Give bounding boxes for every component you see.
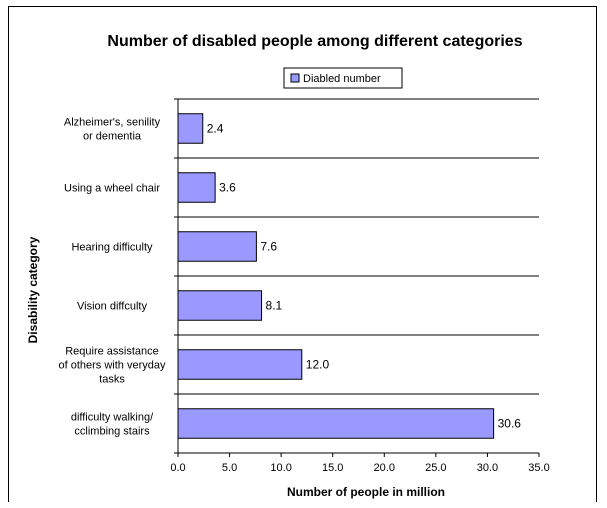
chart-title: Number of disabled people among differen… xyxy=(107,33,522,50)
x-tick-label: 0.0 xyxy=(170,462,185,474)
bar xyxy=(177,172,216,203)
x-tick-labels: 0.0 5.0 10.0 15.0 20.0 25.0 30.0 35.0 xyxy=(170,462,549,474)
bars: 2.4 3.6 7.6 8.1 12.0 30.6 xyxy=(177,113,522,439)
y-tick-label: Vision diffculty xyxy=(77,301,147,313)
x-tick-label: 15.0 xyxy=(322,462,343,474)
bar xyxy=(177,231,257,262)
bar-value-label: 2.4 xyxy=(207,122,224,136)
axes xyxy=(174,98,540,457)
category-labels: Alzheimer's, senility or dementia Using a … xyxy=(59,117,166,438)
gridlines xyxy=(178,98,539,395)
bar xyxy=(177,113,204,144)
legend-swatch xyxy=(290,73,300,83)
bar-chart: Number of disabled people among differen… xyxy=(26,33,550,499)
x-tick-label: 25.0 xyxy=(425,462,446,474)
bar xyxy=(177,349,303,380)
bar xyxy=(177,408,495,439)
x-tick-label: 35.0 xyxy=(528,462,549,474)
bar-value-label: 12.0 xyxy=(306,358,330,372)
x-tick-label: 30.0 xyxy=(477,462,498,474)
bar-value-label: 3.6 xyxy=(219,181,236,195)
bar xyxy=(177,290,263,321)
y-tick-label: Hearing difficulty xyxy=(71,242,153,254)
x-axis-title: Number of people in million xyxy=(287,485,445,499)
bar-value-label: 30.6 xyxy=(498,417,522,431)
legend-label: Diabled number xyxy=(303,73,381,85)
y-tick-label: difficulty walking/cclimbing stairs xyxy=(71,412,154,438)
y-axis-title: Disability category xyxy=(26,236,40,343)
y-tick-label: Require assistance of others with veryday… xyxy=(59,346,166,386)
bar-value-label: 8.1 xyxy=(266,299,283,313)
bar-value-label: 7.6 xyxy=(260,240,277,254)
x-tick-label: 10.0 xyxy=(270,462,291,474)
legend: Diabled number xyxy=(283,67,403,89)
legend-box xyxy=(283,67,403,89)
chart-frame: Number of disabled people among differen… xyxy=(8,6,597,502)
y-tick-label: Using a wheel chair xyxy=(64,183,160,195)
x-tick-label: 5.0 xyxy=(222,462,237,474)
x-tick-label: 20.0 xyxy=(374,462,395,474)
y-tick-label: Alzheimer's, senility or dementia xyxy=(64,117,161,143)
